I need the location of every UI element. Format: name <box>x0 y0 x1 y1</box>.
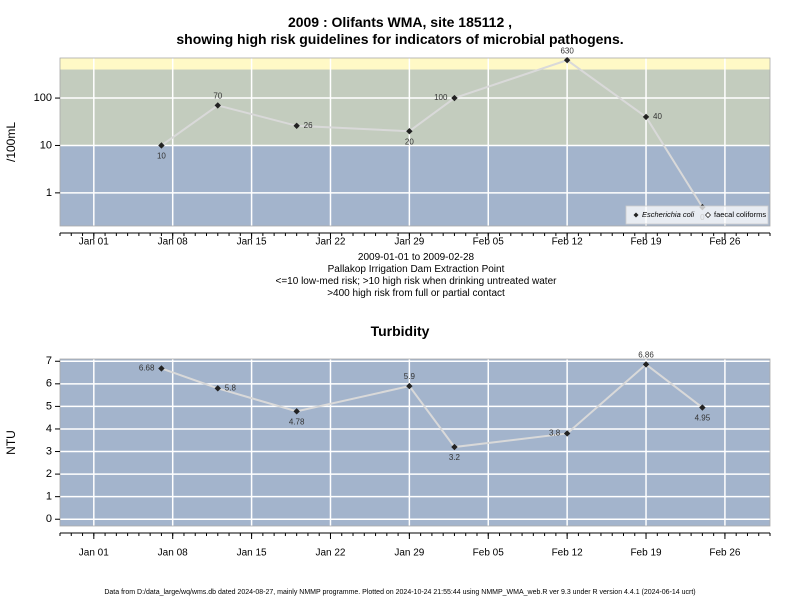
turbidity-data-point <box>406 382 413 390</box>
caption-date-range: 2009-01-01 to 2009-02-28 <box>357 252 475 263</box>
ecoli-x-tick-label: Feb 26 <box>709 237 741 248</box>
ecoli-x-tick-label: Feb 19 <box>630 237 662 248</box>
turbidity-series-line <box>161 363 703 449</box>
ecoli-data-label: 20 <box>405 137 414 146</box>
footer-note: Data from D:/data_large/wq/wms.db dated … <box>104 589 696 596</box>
ecoli-data-point <box>642 113 650 121</box>
ecoli-data-label: 40 <box>653 112 662 121</box>
turbidity-plot-background <box>60 359 770 526</box>
turbidity-data-point <box>642 361 650 368</box>
turbidity-x-tick-label: Feb 26 <box>709 548 741 559</box>
caption-risk-contact: >400 high risk from full or partial cont… <box>327 288 505 299</box>
turbidity-x-tick-label: Jan 15 <box>237 548 267 559</box>
ecoli-data-point <box>214 102 221 109</box>
ecoli-x-tick-label: Jan 15 <box>237 237 267 248</box>
turbidity-data-point <box>158 365 165 372</box>
ecoli-x-tick-label: Jan 01 <box>79 237 109 248</box>
turbidity-y-tick-label: 5 <box>46 400 52 412</box>
turbidity-data-label: 6.86 <box>638 351 654 360</box>
ecoli-legend-label: faecal coliforms <box>714 210 766 219</box>
turbidity-x-tick-label: Feb 12 <box>552 548 584 559</box>
ecoli-data-label: 70 <box>213 92 222 101</box>
ecoli-data-point <box>293 122 300 129</box>
caption-risk-drinking: <=10 low-med risk; >10 high risk when dr… <box>275 276 557 287</box>
turbidity-y-tick-label: 6 <box>46 378 52 390</box>
ecoli-x-tick-label: Feb 05 <box>473 237 505 248</box>
ecoli-legend-marker-ecoli <box>633 212 639 218</box>
ecoli-data-label: 630 <box>560 46 574 55</box>
turbidity-data-point <box>214 385 221 392</box>
turbidity-x-tick-label: Jan 01 <box>79 548 109 559</box>
turbidity-y-tick-label: 4 <box>46 423 52 435</box>
ecoli-y-tick-label: 10 <box>40 139 52 151</box>
ecoli-y-tick-label: 100 <box>34 92 52 104</box>
ecoli-x-tick-label: Jan 22 <box>315 237 345 248</box>
ecoli-data-label: 100 <box>434 93 448 102</box>
ecoli-data-label: 26 <box>304 121 313 130</box>
turbidity-y-tick-label: 1 <box>46 491 52 503</box>
turbidity-data-label: 5.8 <box>225 383 237 392</box>
ecoli-x-tick-label: Feb 12 <box>552 237 584 248</box>
turbidity-data-point <box>699 404 706 411</box>
turbidity-data-point <box>451 443 458 451</box>
ecoli-risk-band-2 <box>60 58 770 70</box>
ecoli-x-tick-label: Jan 08 <box>158 237 188 248</box>
turbidity-data-point <box>563 430 571 437</box>
ecoli-y-axis-label: /100mL <box>4 122 18 162</box>
caption-site-name: Pallakop Irrigation Dam Extraction Point <box>327 264 505 275</box>
turbidity-data-label: 3.2 <box>449 453 461 462</box>
ecoli-risk-band-1 <box>60 69 770 146</box>
ecoli-plot-frame <box>59 57 771 227</box>
turbidity-title: Turbidity <box>370 323 430 339</box>
ecoli-legend-label: Escherichia coli <box>642 210 694 219</box>
ecoli-y-tick-label: 1 <box>46 187 52 199</box>
ecoli-data-point <box>451 94 458 102</box>
ecoli-data-point <box>158 142 165 149</box>
turbidity-y-tick-label: 3 <box>46 445 52 457</box>
ecoli-legend-box <box>625 205 769 225</box>
turbidity-data-label: 4.78 <box>289 417 305 426</box>
ecoli-data-point <box>406 127 413 135</box>
ecoli-data-label: 10 <box>157 152 166 161</box>
turbidity-x-tick-label: Feb 19 <box>630 548 662 559</box>
turbidity-data-label: 6.68 <box>139 364 155 373</box>
turbidity-data-label: 5.9 <box>404 372 416 381</box>
turbidity-x-tick-label: Jan 29 <box>394 548 424 559</box>
turbidity-plot-frame <box>59 358 771 527</box>
turbidity-x-tick-label: Jan 08 <box>158 548 188 559</box>
ecoli-series-line <box>160 59 704 208</box>
turbidity-y-tick-label: 7 <box>46 355 52 367</box>
turbidity-data-label: 4.95 <box>695 414 711 423</box>
chart-title-line1: 2009 : Olifants WMA, site 185112 , <box>287 14 513 30</box>
ecoli-x-tick-label: Jan 29 <box>394 237 424 248</box>
turbidity-x-tick-label: Jan 22 <box>315 548 345 559</box>
turbidity-y-tick-label: 0 <box>46 513 52 525</box>
turbidity-data-label: 3.8 <box>549 429 561 438</box>
turbidity-x-tick-label: Feb 05 <box>473 548 505 559</box>
turbidity-data-point <box>293 408 300 415</box>
ecoli-data-point <box>563 56 571 64</box>
chart-title-line2: showing high risk guidelines for indicat… <box>176 31 624 47</box>
ecoli-legend-marker-faecal <box>704 211 712 219</box>
turbidity-y-axis-label: NTU <box>4 430 18 455</box>
turbidity-y-tick-label: 2 <box>46 468 52 480</box>
